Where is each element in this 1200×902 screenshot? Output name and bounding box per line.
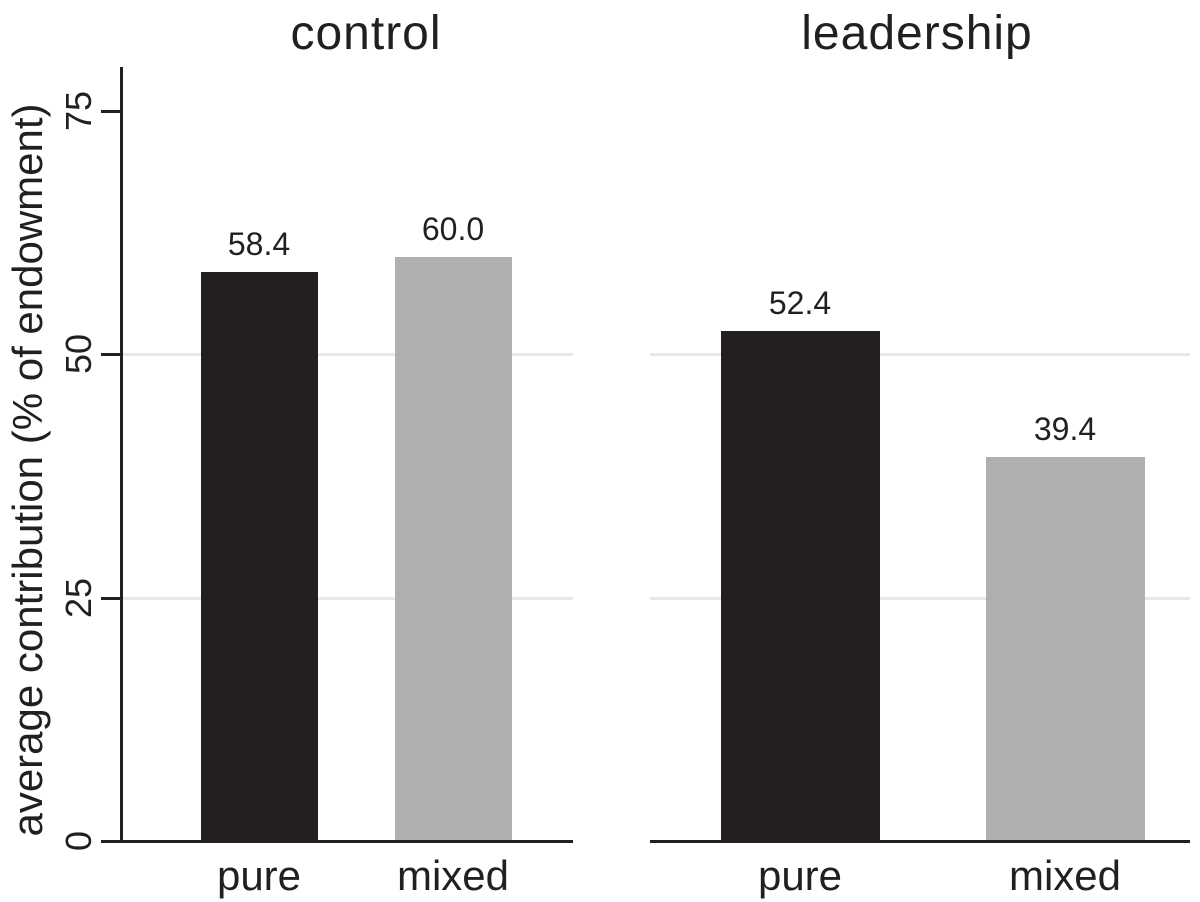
y-tick-label: 0 (58, 830, 99, 852)
y-tick-mark (101, 109, 120, 113)
x-category-label: mixed (1008, 852, 1122, 899)
y-axis-line (120, 67, 123, 843)
x-axis-line (650, 840, 1190, 843)
y-tick-label: 75 (58, 90, 99, 131)
y-tick-mark (101, 840, 120, 843)
y-tick-mark (101, 596, 120, 600)
x-category-label: pure (216, 852, 302, 899)
bar-pure (200, 272, 318, 841)
gridline (122, 353, 573, 356)
x-axis-line (122, 840, 573, 843)
y-tick-label: 50 (58, 333, 99, 375)
gridline (650, 353, 1190, 356)
gridline (122, 596, 573, 600)
x-category-label: mixed (396, 852, 510, 899)
bar-value-label: 39.4 (1033, 411, 1097, 448)
x-category-label: pure (757, 852, 843, 899)
bar-mixed (985, 457, 1145, 841)
y-tick-label: 25 (58, 577, 99, 618)
panel-title: leadership (801, 7, 1033, 60)
bar-value-label: 58.4 (227, 226, 291, 263)
y-axis-title: average contribution (% of endowment) (4, 103, 51, 837)
panel-title: control (290, 7, 442, 60)
bar-value-label: 60.0 (421, 210, 485, 247)
bar-pure (720, 330, 880, 841)
bar-mixed (394, 256, 512, 841)
bar-value-label: 52.4 (768, 284, 832, 321)
gridline (650, 596, 1190, 600)
y-tick-mark (101, 353, 120, 356)
